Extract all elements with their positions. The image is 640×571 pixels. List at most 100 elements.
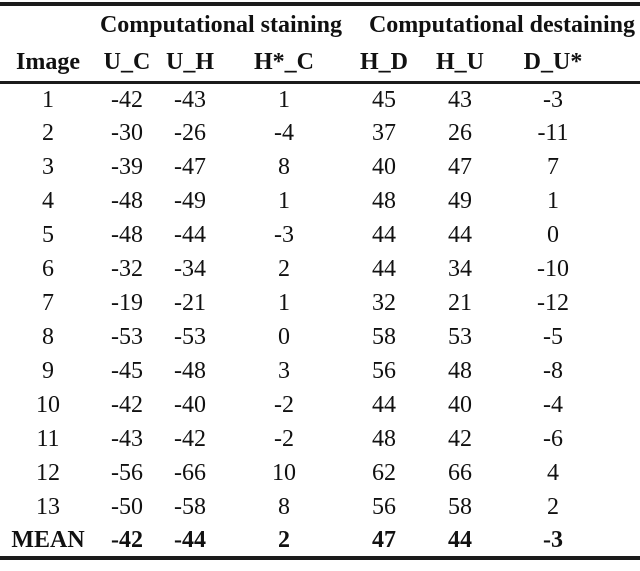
row-label: 12 [36, 460, 60, 486]
col-header-h-d: H_D [360, 48, 408, 75]
value-cell: -42 [111, 86, 143, 113]
value-cell: 0 [278, 324, 290, 350]
value-cell: -8 [543, 358, 563, 384]
value-cell: -2 [274, 392, 294, 418]
data-row: 6 -32 -34 2 44 34 -10 [0, 252, 640, 286]
group-header-destaining: Computational destaining [368, 11, 636, 38]
row-label: 10 [36, 392, 60, 418]
value-cell: -40 [174, 392, 206, 418]
value-cell: 48 [372, 426, 396, 452]
col-header-h-u: H_U [436, 48, 484, 75]
row-label: 7 [42, 290, 54, 316]
value-cell: -5 [543, 324, 563, 350]
value-cell: 1 [547, 188, 559, 214]
value-cell: 1 [278, 86, 290, 113]
value-cell: -42 [111, 392, 143, 418]
value-cell: -3 [543, 86, 563, 113]
value-cell: 56 [372, 494, 396, 520]
value-cell: 32 [372, 290, 396, 316]
value-cell: 37 [372, 120, 396, 146]
value-cell: -49 [174, 188, 206, 214]
value-cell: 40 [448, 392, 472, 418]
value-cell: 26 [448, 120, 472, 146]
data-row: 12 -56 -66 10 62 66 4 [0, 456, 640, 490]
value-cell: 42 [448, 426, 472, 452]
value-cell: -53 [111, 324, 143, 350]
value-cell: 45 [372, 86, 396, 113]
data-row: 10 -42 -40 -2 44 40 -4 [0, 388, 640, 422]
value-cell: 49 [448, 188, 472, 214]
value-cell: -11 [537, 120, 569, 146]
value-cell: -48 [111, 222, 143, 248]
row-label: 6 [42, 256, 54, 282]
value-cell: -32 [111, 256, 143, 282]
row-label: 11 [36, 426, 60, 452]
data-row: 8 -53 -53 0 58 53 -5 [0, 320, 640, 354]
data-row: 1 -42 -43 1 45 43 -3 [0, 82, 640, 116]
col-header-u-h: U_H [166, 48, 214, 75]
data-row: 7 -19 -21 1 32 21 -12 [0, 286, 640, 320]
value-cell: 34 [448, 256, 472, 282]
data-row: 2 -30 -26 -4 37 26 -11 [0, 116, 640, 150]
value-cell: -43 [174, 86, 206, 113]
value-cell: -10 [537, 256, 569, 282]
data-row: 13 -50 -58 8 56 58 2 [0, 490, 640, 524]
value-cell: 2 [547, 494, 559, 520]
value-cell: -19 [111, 290, 143, 316]
table-header: Computational staining Computational des… [0, 4, 640, 82]
value-cell: -48 [111, 188, 143, 214]
value-cell: -47 [174, 154, 206, 180]
mean-row: MEAN -42 -44 2 47 44 -3 [0, 524, 640, 558]
group-header-staining: Computational staining [99, 11, 343, 38]
value-cell: -66 [174, 460, 206, 486]
data-row: 3 -39 -47 8 40 47 7 [0, 150, 640, 184]
value-cell: 58 [448, 494, 472, 520]
row-label: 2 [42, 120, 54, 146]
value-cell: -50 [111, 494, 143, 520]
value-cell: 8 [278, 154, 290, 180]
value-cell: -44 [174, 527, 206, 553]
value-cell: -26 [174, 120, 206, 146]
value-cell: 58 [372, 324, 396, 350]
row-label: 1 [42, 86, 54, 113]
value-cell: -12 [537, 290, 569, 316]
value-cell: 47 [372, 527, 396, 553]
value-cell: -21 [174, 290, 206, 316]
value-cell: -58 [174, 494, 206, 520]
value-cell: 8 [278, 494, 290, 520]
data-row: 4 -48 -49 1 48 49 1 [0, 184, 640, 218]
value-cell: 21 [448, 290, 472, 316]
value-cell: 4 [547, 460, 559, 486]
value-cell: -34 [174, 256, 206, 282]
value-cell: -39 [111, 154, 143, 180]
value-cell: -42 [174, 426, 206, 452]
value-cell: 7 [547, 154, 559, 180]
row-label: 9 [42, 358, 54, 384]
value-cell: -53 [174, 324, 206, 350]
value-cell: 3 [278, 358, 290, 384]
value-cell: -3 [274, 222, 294, 248]
data-row: 5 -48 -44 -3 44 44 0 [0, 218, 640, 252]
row-label: MEAN [11, 527, 85, 553]
value-cell: 66 [448, 460, 472, 486]
col-header-hstar-c: H*_C [254, 48, 314, 75]
value-cell: 48 [372, 188, 396, 214]
col-header-u-c: U_C [103, 48, 151, 75]
value-cell: 40 [372, 154, 396, 180]
value-cell: -6 [543, 426, 563, 452]
value-cell: -3 [543, 527, 563, 553]
row-label: 5 [42, 222, 54, 248]
value-cell: -42 [111, 527, 143, 553]
value-cell: 1 [278, 290, 290, 316]
group-header-spacer [0, 4, 96, 43]
group-header-row: Computational staining Computational des… [0, 4, 640, 43]
row-label: 4 [42, 188, 54, 214]
value-cell: 62 [372, 460, 396, 486]
data-row: 11 -43 -42 -2 48 42 -6 [0, 422, 640, 456]
value-cell: 44 [372, 392, 396, 418]
value-cell: -48 [174, 358, 206, 384]
value-cell: -4 [543, 392, 563, 418]
value-cell: 10 [272, 460, 296, 486]
value-cell: 43 [448, 86, 472, 113]
